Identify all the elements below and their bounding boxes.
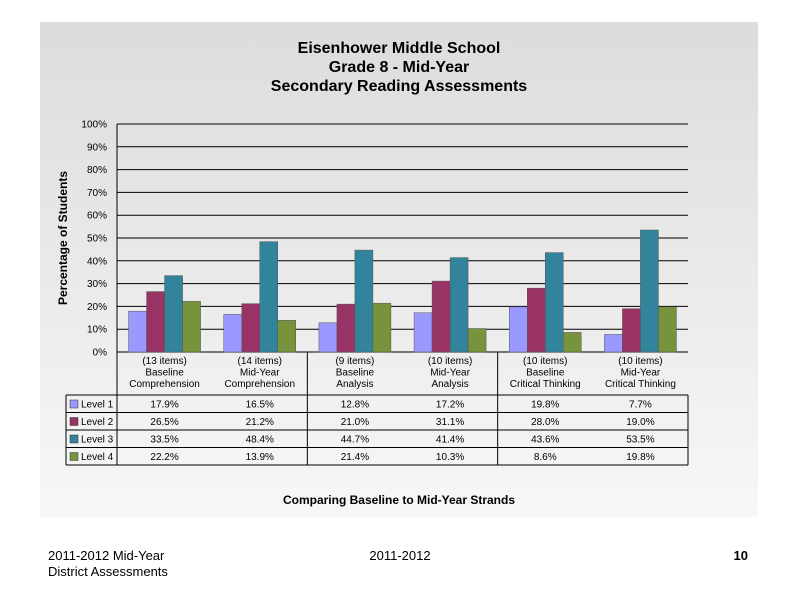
y-tick-label: 30%	[87, 279, 107, 290]
bar-level-2	[336, 303, 356, 353]
footer-left-line-1: 2011-2012 Mid-Year	[48, 548, 165, 563]
bar-level-4	[372, 302, 392, 353]
category-label: Mid-Year	[430, 368, 470, 379]
footer-left-line-2: District Assessments	[48, 564, 168, 579]
bar-level-4	[658, 306, 677, 353]
table-cell: 53.5%	[626, 435, 654, 446]
chart-title-line-3: Secondary Reading Assessments	[270, 78, 528, 95]
category-label: (10 items)	[618, 356, 662, 367]
category-label: (13 items)	[142, 356, 186, 367]
bar-level-1	[128, 310, 147, 353]
legend-key-level-3	[69, 434, 79, 444]
bar-level-1	[604, 334, 623, 353]
bar-level-1	[318, 322, 338, 353]
table-cell: 22.2%	[150, 452, 178, 463]
table-cell: 10.3%	[436, 452, 464, 463]
y-tick-label: 20%	[87, 302, 107, 313]
bar-level-3	[259, 241, 278, 353]
table-cell: 21.0%	[341, 417, 369, 428]
slide-panel	[40, 22, 758, 517]
category-label: (14 items)	[238, 356, 282, 367]
table-cell: 43.6%	[531, 435, 559, 446]
table-cell: 41.4%	[436, 435, 464, 446]
bar-level-3	[449, 257, 469, 353]
category-label: Comprehension	[129, 379, 200, 390]
bar-level-2	[146, 291, 165, 353]
table-cell: 48.4%	[246, 435, 274, 446]
bar-level-1	[509, 306, 528, 353]
y-tick-label: 70%	[87, 188, 107, 199]
y-axis-title: Percentage of Students	[56, 171, 70, 305]
table-cell: 28.0%	[531, 417, 559, 428]
category-label: (9 items)	[335, 356, 374, 367]
legend-key-level-1	[69, 399, 79, 409]
category-label: Baseline	[526, 368, 565, 379]
category-label: Mid-Year	[240, 368, 280, 379]
footer-left: 2011-2012 Mid-Year District Assessments	[48, 548, 168, 580]
table-cell: 21.2%	[246, 417, 274, 428]
bar-level-1	[223, 314, 242, 353]
category-label: (10 items)	[523, 356, 567, 367]
category-label: Baseline	[336, 368, 375, 379]
bar-level-4	[563, 332, 582, 353]
table-cell: 8.6%	[534, 452, 557, 463]
table-cell: 31.1%	[436, 417, 464, 428]
bar-level-3	[640, 229, 659, 353]
footer-center: 2011-2012	[369, 548, 431, 563]
table-cell: 17.9%	[150, 400, 178, 411]
table-cell: 12.8%	[341, 400, 369, 411]
y-tick-label: 90%	[87, 142, 107, 153]
bar-level-4	[277, 320, 296, 353]
y-tick-label: 60%	[87, 211, 107, 222]
y-tick-label: 10%	[87, 325, 107, 336]
category-label: Critical Thinking	[605, 379, 676, 390]
table-cell: 33.5%	[150, 435, 178, 446]
category-label: Mid-Year	[621, 368, 661, 379]
category-label: (10 items)	[428, 356, 472, 367]
category-label: Comprehension	[224, 379, 295, 390]
y-tick-label: 0%	[93, 348, 108, 359]
table-cell: 7.7%	[629, 400, 652, 411]
page-number: 10	[733, 548, 748, 563]
chart-title-line-2: Grade 8 - Mid-Year	[328, 59, 470, 76]
legend-label: Level 2	[81, 417, 114, 428]
table-cell: 26.5%	[150, 417, 178, 428]
table-cell: 19.8%	[531, 400, 559, 411]
table-cell: 19.0%	[626, 417, 654, 428]
legend-label: Level 3	[81, 435, 114, 446]
bar-level-3	[354, 249, 374, 353]
legend-label: Level 4	[81, 452, 114, 463]
table-cell: 21.4%	[341, 452, 369, 463]
bar-level-2	[241, 303, 260, 353]
category-label: Analysis	[336, 379, 373, 390]
table-cell: 19.8%	[626, 452, 654, 463]
bar-level-2	[431, 280, 451, 353]
table-cell: 44.7%	[341, 435, 369, 446]
bar-level-4	[467, 328, 487, 353]
bar-level-1	[413, 312, 433, 353]
bar-level-3	[164, 275, 183, 353]
legend-label: Level 1	[81, 400, 114, 411]
bar-level-2	[622, 308, 641, 353]
y-tick-label: 80%	[87, 165, 107, 176]
table-cell: 13.9%	[246, 452, 274, 463]
category-label: Baseline	[145, 368, 184, 379]
y-tick-label: 50%	[87, 234, 107, 245]
legend-key-level-2	[69, 417, 79, 426]
category-label: Analysis	[431, 379, 468, 390]
chart-title-line-1: Eisenhower Middle School	[297, 40, 501, 57]
bar-level-4	[182, 301, 201, 353]
table-cell: 17.2%	[436, 400, 464, 411]
bar-level-2	[527, 287, 546, 353]
legend-key-level-4	[69, 452, 79, 461]
x-axis-title: Comparing Baseline to Mid-Year Strands	[282, 493, 516, 507]
y-tick-label: 100%	[81, 120, 107, 131]
bar-level-3	[545, 252, 564, 353]
category-label: Critical Thinking	[510, 379, 581, 390]
table-cell: 16.5%	[246, 400, 274, 411]
y-tick-label: 40%	[87, 256, 107, 267]
